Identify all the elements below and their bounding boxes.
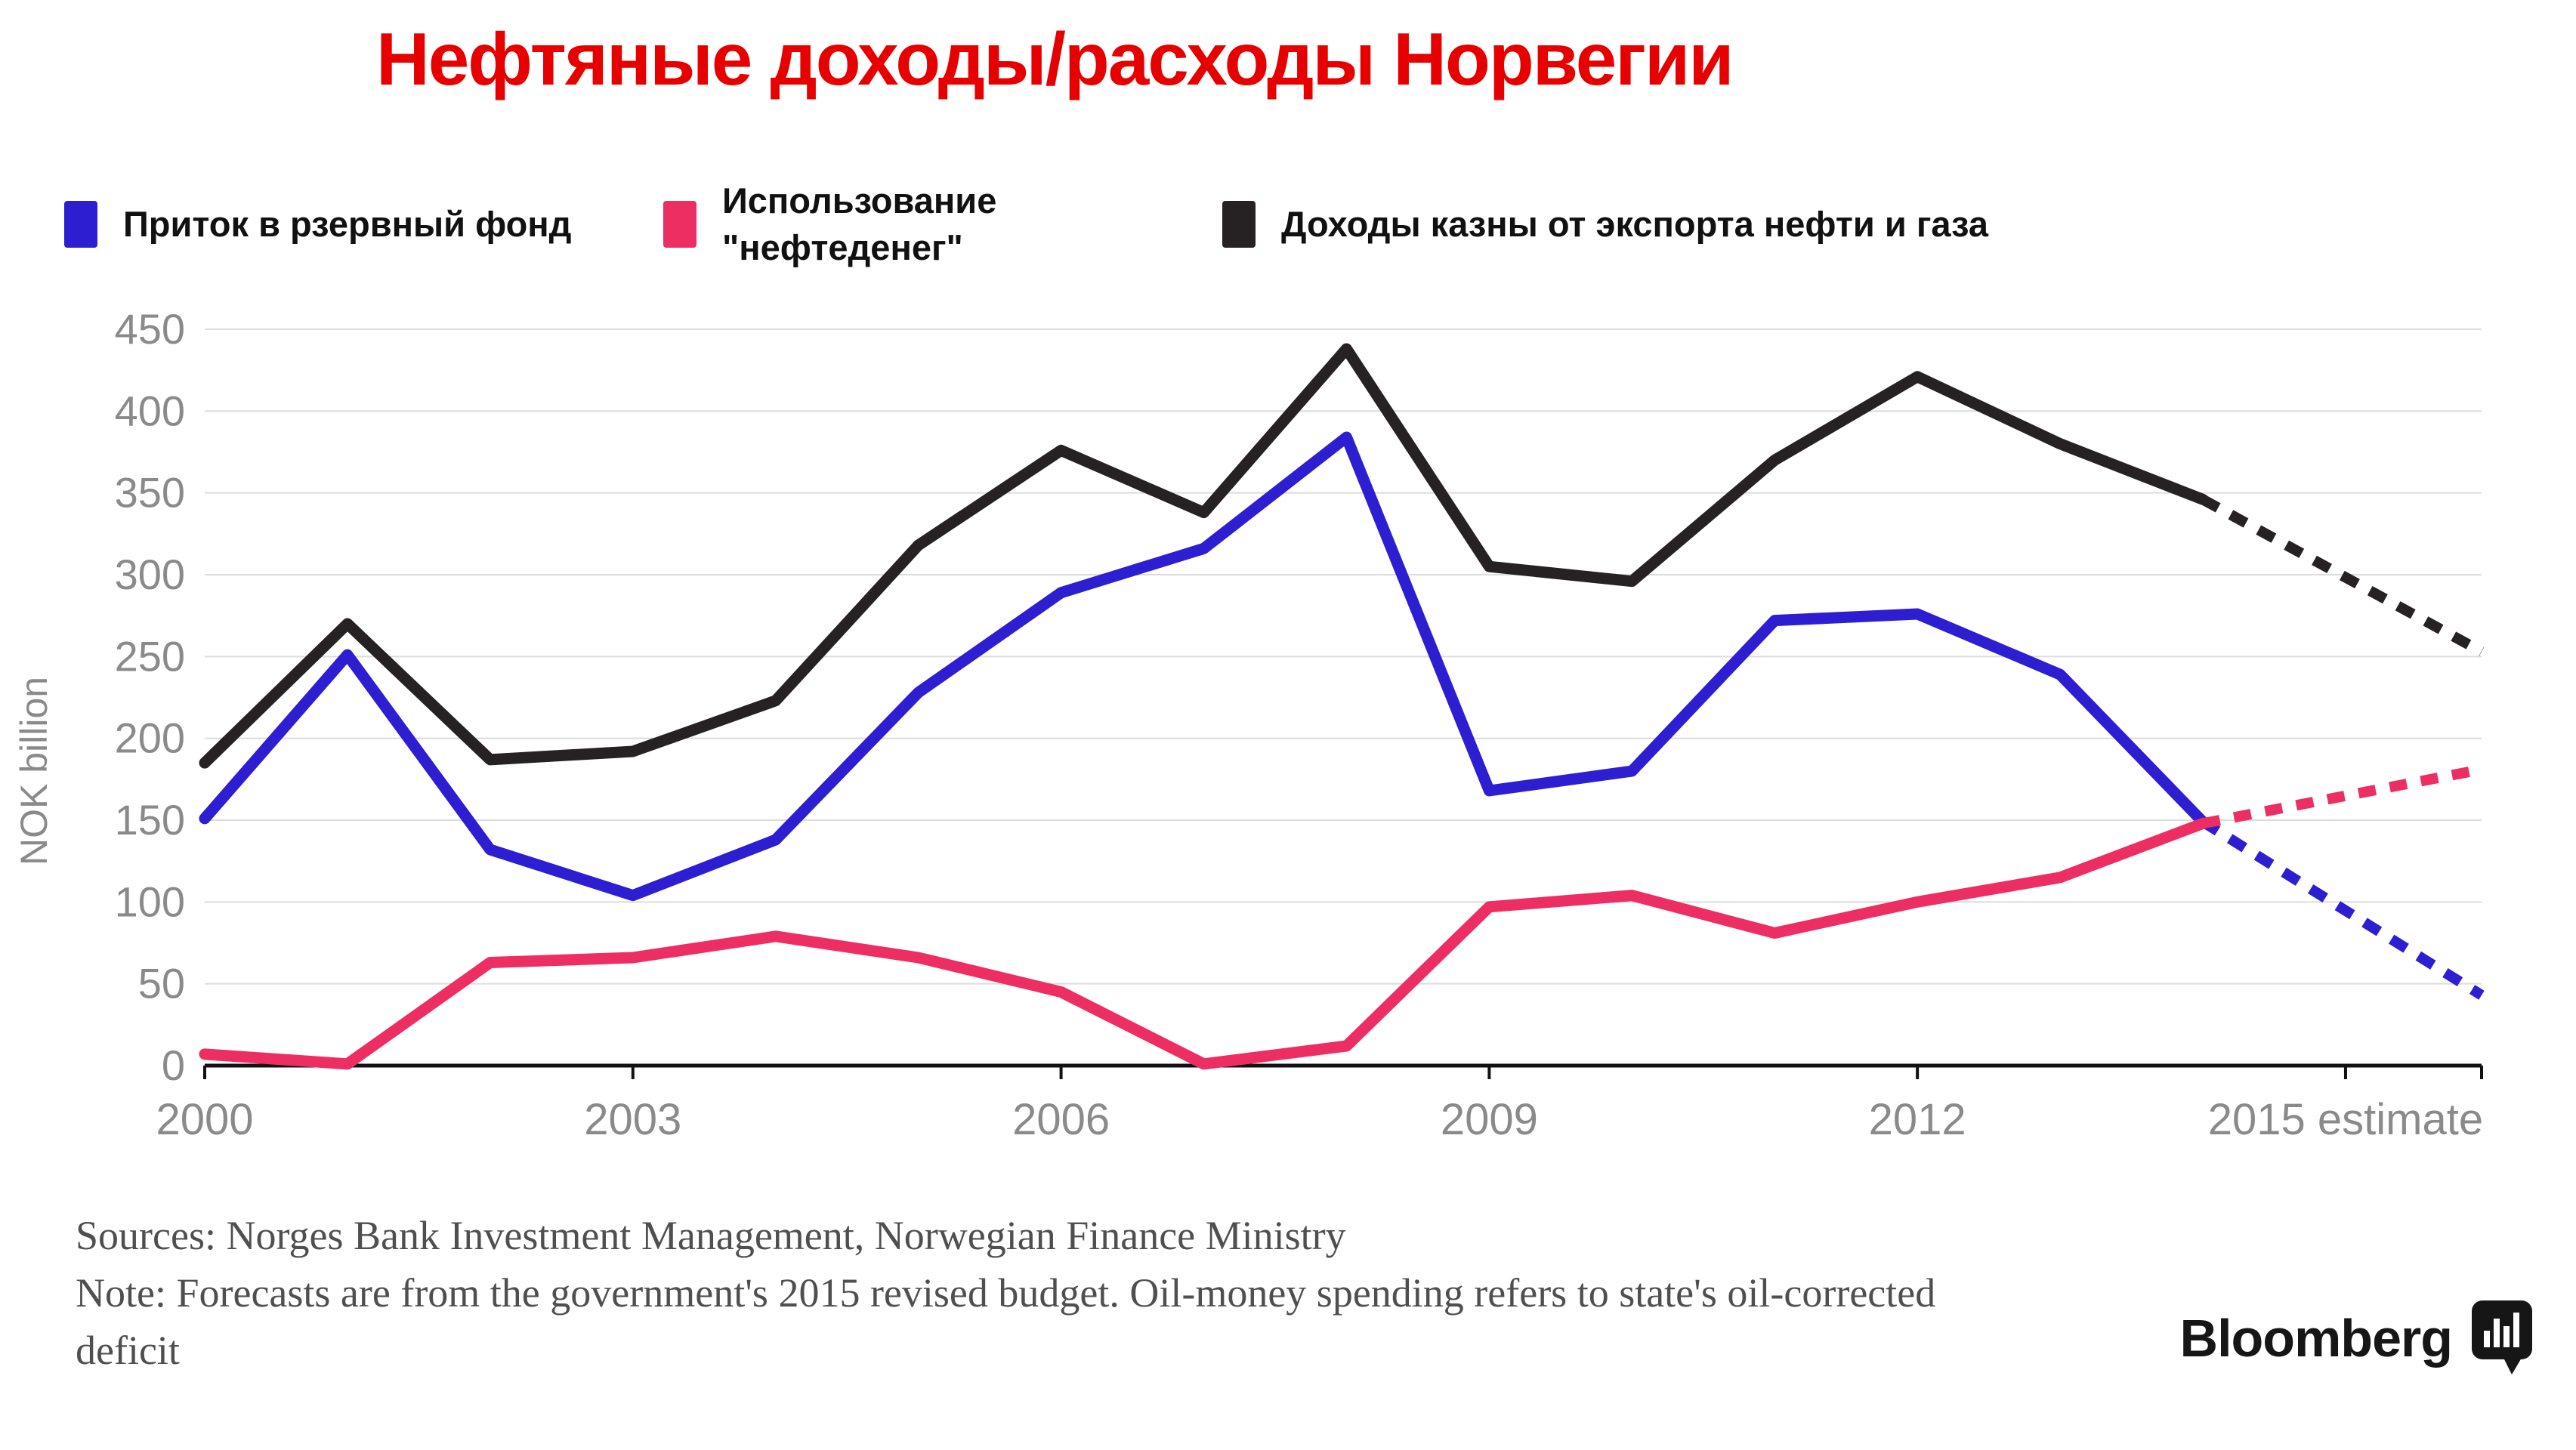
- y-tick-label: 50: [138, 960, 185, 1007]
- legend-swatch-pink: [663, 201, 697, 248]
- x-tick-label: 2009: [1441, 1095, 1538, 1144]
- legend-item-export-revenue: Доходы казны от экспорта нефти и газа: [1222, 201, 1988, 248]
- x-tick-label: 2000: [156, 1095, 253, 1144]
- bloomberg-chart-icon: [2472, 1300, 2532, 1374]
- legend-label: Приток в рзервный фонд: [123, 204, 572, 244]
- series-line-2: [199, 343, 2209, 769]
- y-axis-title: NOK billion: [13, 677, 55, 865]
- bloomberg-wordmark: Bloomberg: [2179, 1309, 2453, 1368]
- note-line1: Note: Forecasts are from the government'…: [76, 1270, 1936, 1316]
- y-tick-label: 250: [115, 632, 185, 680]
- x-tick-label: 2003: [584, 1095, 681, 1144]
- x-tick-label: 2006: [1012, 1095, 1110, 1144]
- series-forecast-dashed-1: [2201, 764, 2483, 829]
- y-tick-label: 100: [115, 878, 185, 925]
- series-forecast-dashed-2: [2200, 495, 2485, 656]
- x-tick-label: 2012: [1869, 1095, 1966, 1144]
- series-line-1: [199, 817, 2209, 1070]
- y-tick-label: 400: [115, 387, 185, 434]
- legend-item-oil-money-use: Использование "нефтеденег": [663, 177, 996, 271]
- series-forecast-dashed-0: [2200, 817, 2485, 1000]
- y-tick-label: 450: [115, 305, 185, 353]
- legend-label-line1: Использование: [722, 180, 997, 221]
- y-tick-label: 0: [162, 1041, 185, 1089]
- series-line-0: [199, 431, 2209, 902]
- y-tick-label: 150: [115, 796, 185, 844]
- source-note: Sources: Norges Bank Investment Manageme…: [76, 1207, 2516, 1379]
- note-line2: deficit: [76, 1328, 180, 1373]
- y-tick-label: 200: [115, 714, 185, 762]
- legend-swatch-black: [1222, 201, 1256, 248]
- legend-label-line2: "нефтеденег": [722, 227, 963, 267]
- legend-swatch-blue: [64, 201, 97, 248]
- legend-item-fund-inflow: Приток в рзервный фонд: [64, 201, 572, 248]
- x-tick-label: 2015 estimate: [2208, 1095, 2483, 1144]
- bloomberg-logo: Bloomberg: [2180, 1300, 2537, 1376]
- y-tick-label: 300: [115, 551, 185, 598]
- sources-line: Sources: Norges Bank Investment Manageme…: [76, 1213, 1346, 1258]
- page-title: Нефтяные доходы/расходы Норвегии: [376, 17, 1734, 100]
- legend-label: Использование "нефтеденег": [722, 177, 996, 271]
- y-tick-label: 350: [115, 469, 185, 517]
- legend-label: Доходы казны от экспорта нефти и газа: [1281, 204, 1989, 244]
